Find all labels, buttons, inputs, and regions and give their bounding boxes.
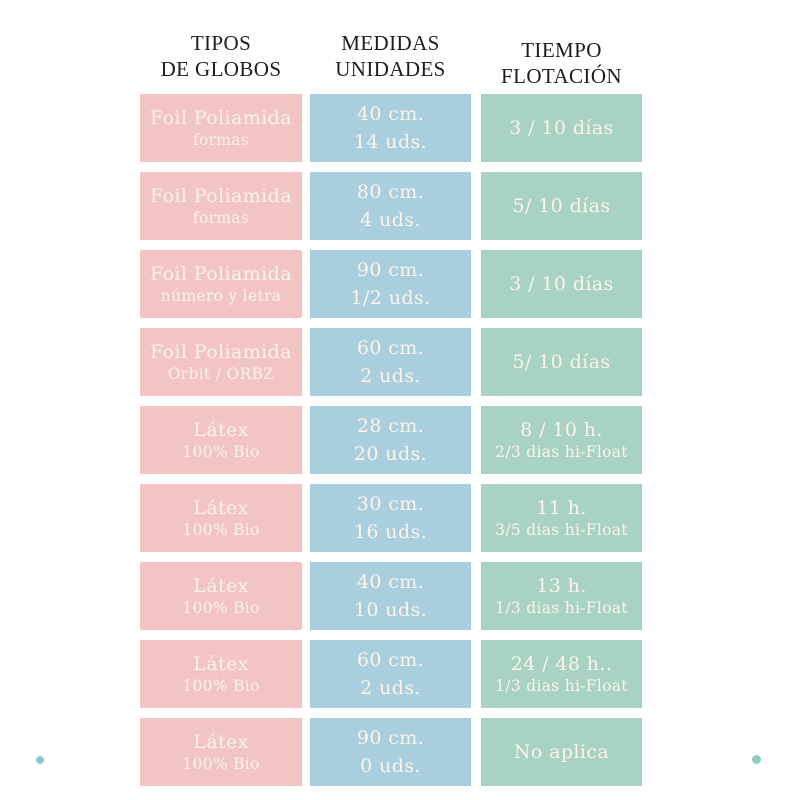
cell-tiempo: 5/ 10 días [481,328,642,396]
cell-medidas: 60 cm. 2 uds. [310,328,471,396]
cell-medidas: 90 cm. 1/2 uds. [310,250,471,318]
cell-medidas: 60 cm. 2 uds. [310,640,471,708]
cell-sub-text: 1/3 dias hi-Float [495,598,628,617]
cell-main-text: Látex [193,496,249,519]
cell-tipos: Látex 100% Bio [140,640,302,708]
cell-main-text: Foil Poliamida [150,262,292,285]
cell-medidas: 30 cm. 16 uds. [310,484,471,552]
balloon-table: Foil Poliamida formas 40 cm. 14 uds. 3 / 10 … [140,94,642,786]
cell-sub-text: 100% Bio [182,598,260,617]
cell-main-text: 3 / 10 días [509,116,614,139]
cell-main-text: 3 / 10 días [509,272,614,295]
cell-sub-text: 1/2 uds. [350,287,431,309]
cell-main-text: 30 cm. [356,493,425,515]
cell-sub-text: 16 uds. [353,521,428,543]
cell-main-text: Foil Poliamida [150,106,292,129]
cell-tiempo: 11 h. 3/5 dias hi-Float [481,484,642,552]
cell-tipos: Látex 100% Bio [140,406,302,474]
cell-sub-text: 100% Bio [182,676,260,695]
cell-main-text: 24 / 48 h.. [510,652,613,675]
cell-main-text: 5/ 10 días [512,350,611,373]
cell-sub-text: 1/3 dias hi-Float [495,676,628,695]
cell-sub-text: 14 uds. [353,131,428,153]
cell-sub-text: 3/5 dias hi-Float [495,520,628,539]
cell-tiempo: 24 / 48 h.. 1/3 dias hi-Float [481,640,642,708]
cell-medidas: 80 cm. 4 uds. [310,172,471,240]
cell-tipos: Látex 100% Bio [140,562,302,630]
cell-tiempo: 8 / 10 h. 2/3 dias hi-Float [481,406,642,474]
cell-main-text: 60 cm. [356,649,425,671]
cell-sub-text: formas [192,208,250,227]
cell-medidas: 40 cm. 14 uds. [310,94,471,162]
cell-main-text: Látex [193,730,249,753]
cell-tiempo: 3 / 10 días [481,94,642,162]
cell-tipos: Foil Poliamida número y letra [140,250,302,318]
cell-main-text: Látex [193,574,249,597]
cell-main-text: 8 / 10 h. [520,418,603,441]
cell-tipos: Foil Poliamida formas [140,94,302,162]
header-line: DE GLOBOS [160,57,282,81]
cell-main-text: 5/ 10 días [512,194,611,217]
cell-main-text: Látex [193,652,249,675]
cell-tipos: Foil Poliamida formas [140,172,302,240]
cell-sub-text: 2 uds. [360,365,421,387]
cell-main-text: Foil Poliamida [150,184,292,207]
cell-tipos: Látex 100% Bio [140,484,302,552]
decor-dot-teal [752,755,761,764]
cell-main-text: No aplica [513,740,610,763]
decor-dot-blue [36,756,44,764]
cell-main-text: Foil Poliamida [150,340,292,363]
cell-medidas: 90 cm. 0 uds. [310,718,471,786]
cell-main-text: 40 cm. [356,103,425,125]
cell-sub-text: Orbit / ORBZ [167,364,275,383]
cell-sub-text: 10 uds. [353,599,428,621]
cell-medidas: 40 cm. 10 uds. [310,562,471,630]
cell-sub-text: 100% Bio [182,442,260,461]
cell-main-text: 90 cm. [356,727,425,749]
cell-sub-text: 2 uds. [360,677,421,699]
cell-tipos: Foil Poliamida Orbit / ORBZ [140,328,302,396]
header-line: FLOTACIÓN [501,64,622,88]
cell-main-text: 80 cm. [356,181,425,203]
cell-tiempo: 5/ 10 días [481,172,642,240]
cell-sub-text: 20 uds. [353,443,428,465]
cell-main-text: 11 h. [536,496,587,519]
cell-sub-text: 2/3 dias hi-Float [495,442,628,461]
cell-medidas: 28 cm. 20 uds. [310,406,471,474]
column-header-tipos: TIPOS DE GLOBOS [140,30,302,82]
cell-sub-text: número y letra [160,286,282,305]
cell-sub-text: 0 uds. [360,755,421,777]
cell-tiempo: 13 h. 1/3 dias hi-Float [481,562,642,630]
header-line: TIEMPO [521,38,602,62]
cell-sub-text: 100% Bio [182,754,260,773]
header-line: UNIDADES [335,57,446,81]
cell-main-text: Látex [193,418,249,441]
cell-tiempo: No aplica [481,718,642,786]
column-header-tiempo: TIEMPO FLOTACIÓN [481,37,642,89]
header-line: TIPOS [190,31,252,55]
header-line: MEDIDAS [341,31,440,55]
cell-main-text: 60 cm. [356,337,425,359]
cell-main-text: 40 cm. [356,571,425,593]
cell-sub-text: 4 uds. [360,209,421,231]
column-header-medidas: MEDIDAS UNIDADES [310,30,471,82]
cell-sub-text: 100% Bio [182,520,260,539]
cell-sub-text: formas [192,130,250,149]
cell-main-text: 90 cm. [356,259,425,281]
cell-main-text: 28 cm. [356,415,425,437]
cell-tipos: Látex 100% Bio [140,718,302,786]
cell-main-text: 13 h. [536,574,587,597]
cell-tiempo: 3 / 10 días [481,250,642,318]
